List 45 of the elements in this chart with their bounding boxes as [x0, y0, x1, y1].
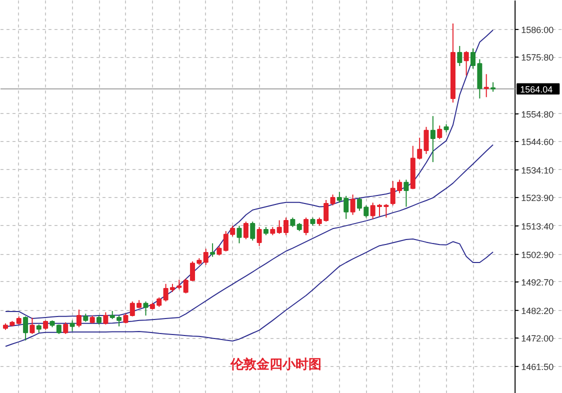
candlestick	[350, 194, 356, 216]
y-tick-label: 1534.10	[521, 165, 554, 176]
candlestick	[437, 125, 442, 140]
y-tick-label: 1523.90	[521, 193, 554, 204]
candlestick	[30, 317, 35, 334]
annotation: 伦敦金四小时图	[230, 356, 322, 372]
y-tick-label: 1482.20	[521, 306, 554, 316]
candlestick	[210, 242, 216, 258]
candlestick	[330, 194, 336, 206]
candlestick	[70, 320, 75, 332]
candlestick	[123, 313, 128, 324]
y-tick-label: 1544.60	[521, 137, 554, 148]
candlestick	[430, 116, 436, 163]
line-series	[5, 238, 494, 347]
candlestick	[250, 221, 256, 242]
candlestick	[103, 312, 108, 325]
y-tick-label: 1554.80	[521, 109, 554, 120]
candlestick	[490, 82, 496, 92]
candlestick	[203, 248, 208, 266]
candlestick	[484, 74, 489, 98]
y-tick-label: 1513.40	[521, 221, 554, 232]
y-tick-label: 1492.70	[521, 277, 554, 288]
candlestick	[176, 279, 182, 290]
candlestick	[183, 278, 188, 294]
y-tick-label: 1575.80	[521, 52, 554, 63]
candlestick	[304, 217, 309, 236]
candlestick	[424, 126, 429, 154]
candlestick	[236, 225, 242, 244]
candlestick	[404, 179, 409, 208]
candlestick	[464, 50, 469, 76]
candlestick	[243, 221, 248, 240]
y-tick-label: 1461.50	[521, 362, 554, 372]
candlestick	[457, 45, 462, 66]
candlestick	[290, 217, 296, 228]
candlestick	[143, 300, 148, 316]
y-tick-label: 1472.00	[521, 334, 554, 344]
y-tick-label: 1586.00	[521, 24, 554, 35]
candlestick	[256, 226, 262, 246]
candlestick	[216, 245, 222, 256]
candlestick	[76, 309, 82, 328]
candlestick	[23, 316, 28, 341]
ref-line-label: 1564.04	[520, 84, 553, 94]
candlestick	[43, 320, 48, 330]
y-tick-label: 1502.90	[521, 250, 554, 260]
candlestick	[63, 322, 68, 334]
